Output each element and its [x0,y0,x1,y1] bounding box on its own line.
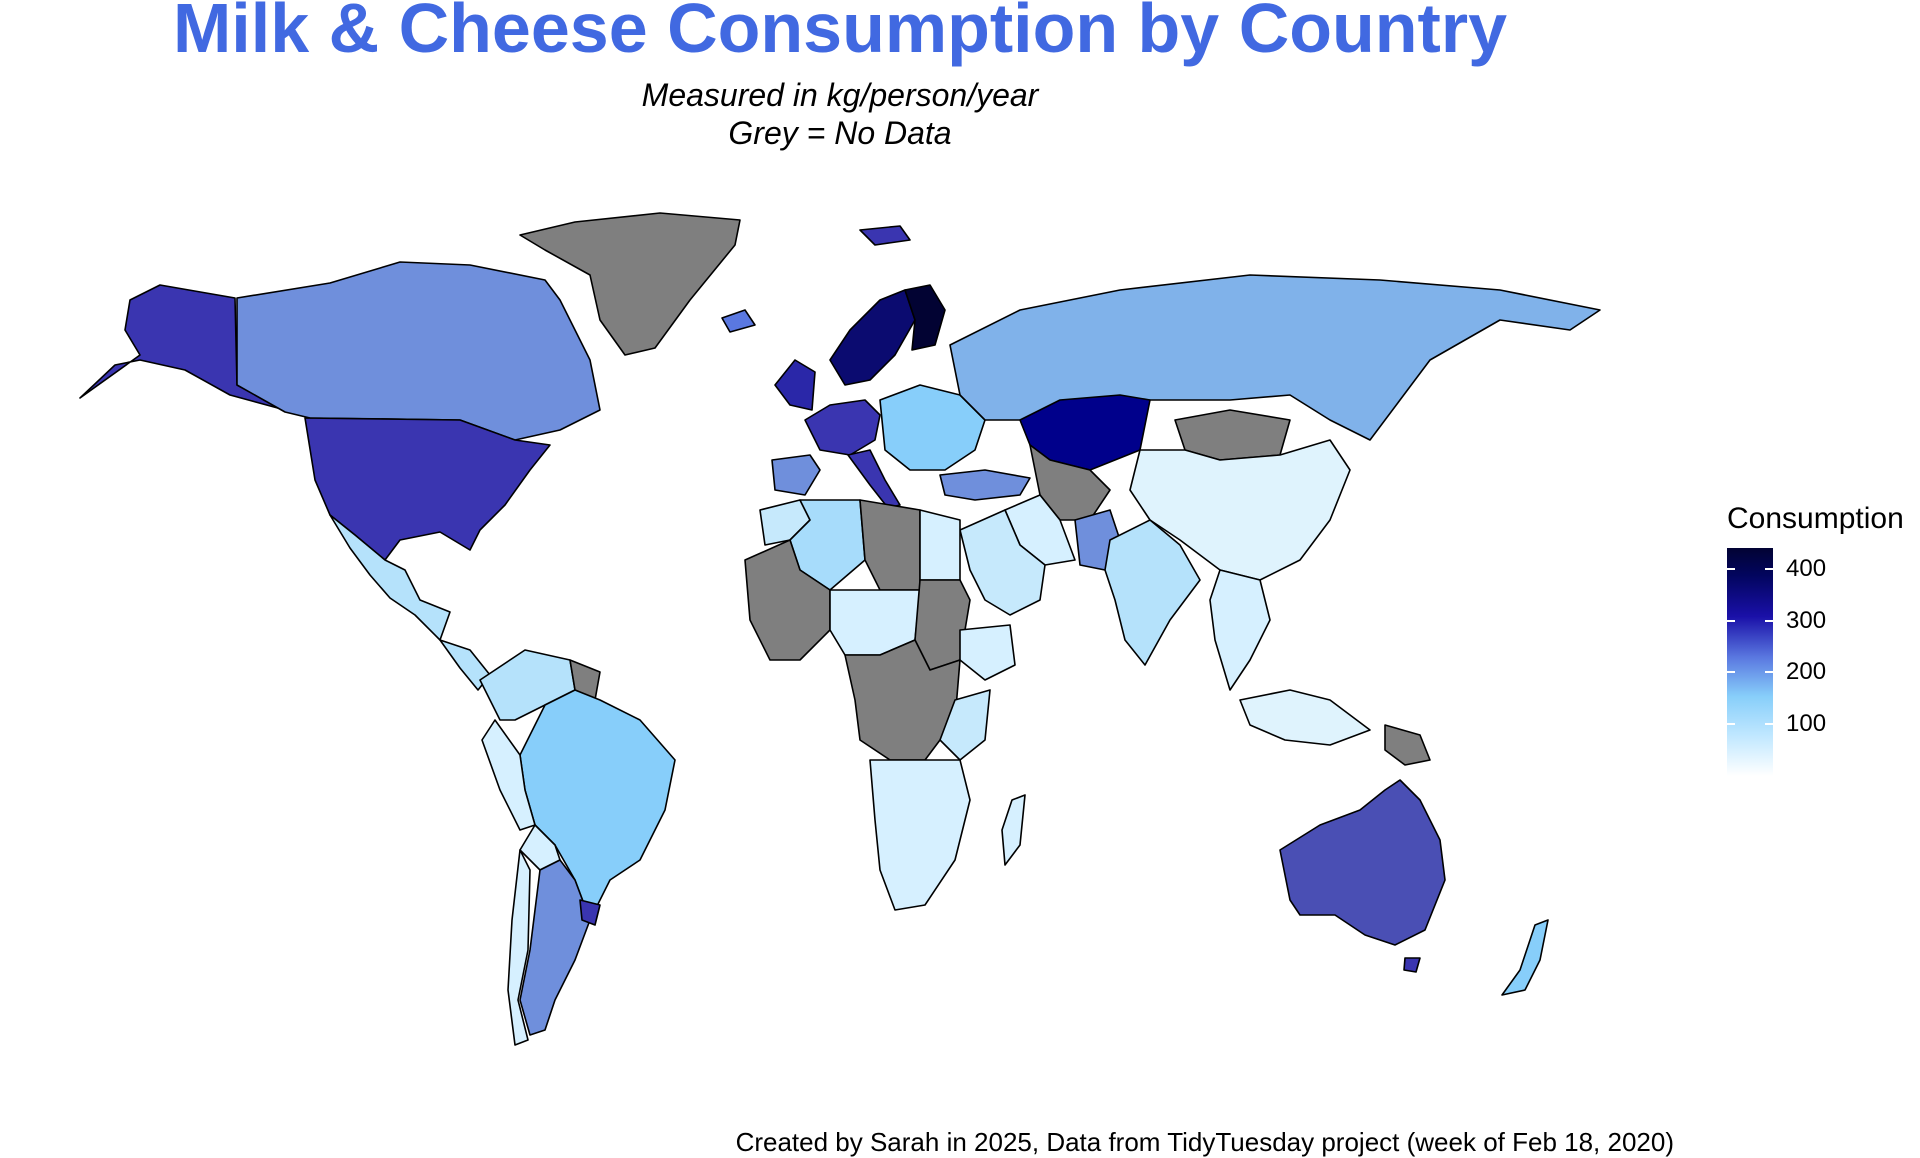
map-title: Milk & Cheese Consumption by Country [173,0,1507,67]
region-madagascar [1001,794,1026,866]
region-ireland-uk [774,359,816,411]
region-italy [847,449,901,509]
region-indonesia [1239,689,1371,746]
legend-tick-label: 400 [1786,554,1827,582]
map-subtitle: Measured in kg/person/year Grey = No Dat… [0,76,1680,152]
region-uruguay [579,899,601,926]
region-east-africa [939,689,991,761]
region-finland [904,284,946,351]
region-usa [304,417,551,561]
region-turkey [939,469,1031,501]
region-scandinavia [829,289,916,386]
region-greenland [519,212,741,356]
legend-colorbar [1727,548,1773,776]
region-australia [1279,779,1446,946]
region-egypt [919,509,961,581]
region-mexico [329,514,451,641]
region-canada [236,261,601,441]
region-southern-africa [869,759,971,911]
region-france-germany [804,399,881,456]
legend-tick-label: 100 [1786,710,1827,738]
subtitle-line-1: Measured in kg/person/year [641,77,1039,113]
region-peru [481,719,536,831]
region-svalbard [859,225,911,246]
legend-title: Consumption [1727,502,1904,535]
region-tasmania [1403,957,1421,973]
region-india [1104,519,1201,666]
legend-tick-label: 300 [1786,606,1827,634]
region-argentina [519,859,591,1036]
caption: Created by Sarah in 2025, Data from Tidy… [735,1127,1674,1157]
region-southeast-asia [1209,569,1271,691]
region-libya [859,499,921,591]
region-chile [507,849,531,1046]
region-ethiopia [959,624,1016,681]
world-map [79,212,1601,1046]
region-arabia [959,509,1046,616]
subtitle-line-2: Grey = No Data [728,115,952,151]
region-papua-new-guinea [1384,724,1431,766]
region-alaska-usa- [79,284,286,411]
legend-tick-label: 200 [1786,658,1827,686]
region-eastern-europe [879,384,986,471]
region-iceland [721,309,756,333]
region-spain [771,454,821,496]
region-new-zealand [1501,919,1549,996]
